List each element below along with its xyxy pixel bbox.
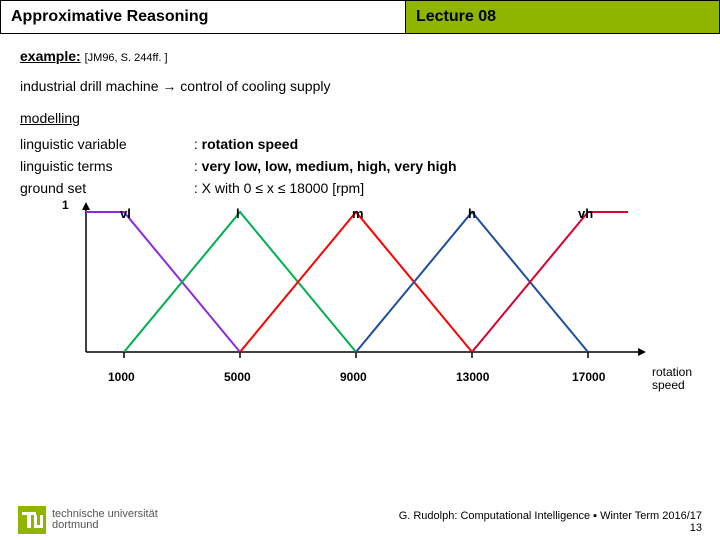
- header-title-right: Lecture 08: [406, 1, 719, 33]
- header-title-left: Approximative Reasoning: [1, 1, 406, 33]
- term-label-vl: vl: [120, 206, 131, 221]
- kv-label-0: linguistic variable: [20, 136, 190, 152]
- footer-credit: G. Rudolph: Computational Intelligence ▪…: [399, 510, 702, 534]
- term-label-h: h: [468, 206, 476, 221]
- xtick-17000: 17000: [572, 370, 605, 384]
- logo: technische universität dortmund: [18, 506, 158, 534]
- kv-prefix-1: :: [194, 158, 202, 174]
- kv-label-2: ground set: [20, 180, 190, 196]
- footer: technische universität dortmund G. Rudol…: [18, 506, 702, 534]
- x-axis-title: rotation speed: [652, 366, 692, 392]
- kv-row-2: ground set : X with 0 ≤ x ≤ 18000 [rpm]: [20, 180, 700, 196]
- kv-prefix-2: : X with 0 ≤ x ≤ 18000 [rpm]: [194, 180, 364, 196]
- membership-chart: [56, 202, 696, 364]
- modelling-heading: modelling: [20, 110, 700, 126]
- kv-prefix-0: :: [194, 136, 202, 152]
- term-label-vh: vh: [578, 206, 593, 221]
- kv-bold-0: rotation speed: [202, 136, 298, 152]
- kv-bold-1: very low: [202, 158, 258, 174]
- term-label-l: l: [236, 206, 240, 221]
- example-ref: [JM96, S. 244ff. ]: [85, 52, 168, 64]
- term-label-m: m: [352, 206, 364, 221]
- kv-row-0: linguistic variable : rotation speed: [20, 136, 700, 152]
- example-label: example:: [20, 48, 81, 64]
- example-line: example: [JM96, S. 244ff. ]: [20, 48, 700, 64]
- kv-row-1: linguistic terms : very low, low, medium…: [20, 158, 700, 174]
- chart-area: 1 vllmhvh 1000500090001300017000 rotatio…: [56, 202, 696, 392]
- header-bar: Approximative Reasoning Lecture 08: [0, 0, 720, 34]
- xtick-13000: 13000: [456, 370, 489, 384]
- xtick-1000: 1000: [108, 370, 135, 384]
- tu-logo-icon: [18, 506, 46, 534]
- kv-tail-1: , low, medium, high, very high: [257, 158, 456, 174]
- xtick-5000: 5000: [224, 370, 251, 384]
- description-text: industrial drill machine → control of co…: [20, 78, 700, 94]
- logo-text: technische universität dortmund: [52, 509, 158, 531]
- xtick-9000: 9000: [340, 370, 367, 384]
- kv-label-1: linguistic terms: [20, 158, 190, 174]
- content-area: example: [JM96, S. 244ff. ] industrial d…: [0, 34, 720, 392]
